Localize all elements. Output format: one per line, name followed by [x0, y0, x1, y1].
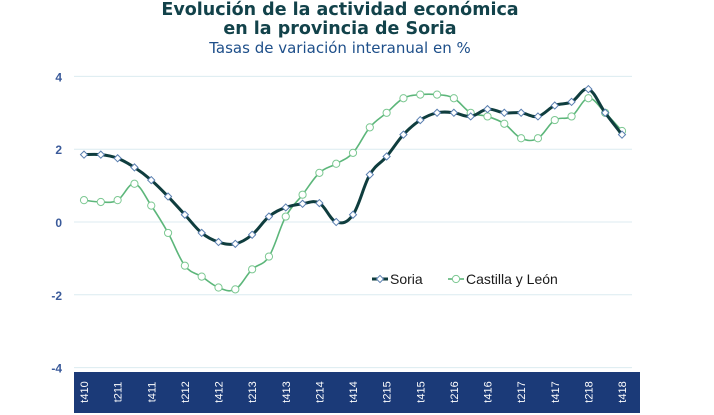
data-point	[147, 175, 156, 185]
data-point	[180, 210, 190, 219]
y-tick-label: 2	[55, 143, 62, 157]
x-tick-label: t413	[281, 381, 293, 402]
x-tick-label: t218	[583, 381, 595, 402]
data-point	[214, 283, 223, 292]
data-point	[567, 97, 576, 107]
data-point	[281, 203, 290, 212]
data-point	[332, 159, 341, 168]
x-tick-label: t412	[214, 381, 226, 402]
data-point	[382, 152, 391, 161]
chart-title: Evolución de la actividad económica	[161, 0, 519, 20]
data-point	[600, 108, 610, 118]
x-tick-label: t411	[146, 382, 158, 403]
data-point	[180, 261, 189, 270]
data-point	[399, 130, 408, 139]
data-point	[516, 108, 526, 118]
x-tick-label: t215	[382, 381, 394, 402]
data-point	[348, 148, 358, 157]
data-point	[365, 170, 375, 179]
legend-marker	[451, 274, 461, 284]
data-point	[197, 228, 206, 238]
data-point	[432, 90, 442, 99]
data-point	[533, 112, 543, 121]
y-tick-label: -2	[51, 289, 62, 303]
data-point	[231, 239, 240, 249]
data-point	[96, 150, 106, 159]
data-point	[449, 108, 459, 118]
data-point	[231, 285, 240, 294]
data-point	[248, 265, 257, 274]
series-soria	[79, 84, 627, 249]
data-point	[584, 94, 593, 103]
x-tick-label: t418	[617, 381, 629, 402]
x-tick-label: t216	[449, 381, 461, 402]
x-tick-label: t217	[516, 381, 528, 402]
chart-title-line2: en la provincia de Soria	[223, 19, 457, 39]
chart-subtitle: Tasas de variación interanual en %	[209, 39, 471, 57]
data-point	[584, 84, 593, 94]
x-tick-label: t214	[314, 381, 326, 402]
data-point	[163, 228, 173, 238]
data-point	[500, 119, 509, 128]
data-point	[113, 154, 122, 163]
x-tick-label: t414	[348, 381, 360, 402]
data-point	[500, 108, 509, 118]
data-point	[214, 237, 223, 247]
legend-label: Soria	[390, 271, 423, 287]
data-point	[550, 101, 559, 110]
data-point	[130, 179, 139, 188]
data-point	[483, 104, 492, 114]
data-point	[550, 115, 559, 125]
data-point	[449, 94, 458, 103]
legend-label: Castilla y León	[466, 271, 558, 287]
x-axis-band	[74, 372, 640, 413]
data-point	[533, 134, 543, 143]
series-castilla-y-leon	[79, 90, 627, 294]
y-tick-label: -4	[51, 362, 62, 376]
x-tick-label: t417	[550, 381, 562, 402]
y-tick-label: 0	[55, 216, 62, 230]
data-point	[483, 112, 492, 121]
legend-marker	[375, 274, 385, 284]
x-tick-label: t416	[483, 381, 495, 402]
data-point	[382, 108, 391, 117]
data-point	[163, 192, 173, 201]
data-point	[96, 197, 105, 207]
data-point	[147, 201, 156, 210]
data-point	[416, 115, 425, 125]
data-point	[113, 196, 122, 205]
data-point	[298, 199, 307, 209]
data-point	[617, 130, 627, 139]
x-tick-label: t415	[415, 381, 427, 402]
y-tick-label: 4	[55, 70, 62, 84]
data-point	[567, 112, 576, 121]
x-tick-label: t212	[180, 381, 192, 402]
data-point	[331, 217, 341, 227]
data-point	[79, 150, 89, 159]
data-point	[264, 252, 274, 261]
data-point	[399, 94, 408, 103]
data-point	[298, 190, 307, 199]
legend: Soria Castilla y León	[372, 271, 558, 287]
data-point	[197, 272, 206, 281]
x-tick-label: t211	[113, 382, 125, 403]
data-point	[130, 163, 139, 172]
data-point	[247, 230, 257, 239]
data-point	[365, 123, 374, 132]
data-point	[315, 168, 324, 177]
data-point	[348, 210, 358, 219]
data-point	[517, 134, 526, 143]
data-point	[79, 196, 89, 205]
data-point	[315, 198, 324, 208]
x-tick-label: t213	[247, 381, 259, 402]
data-point	[466, 112, 475, 121]
data-point	[264, 212, 274, 221]
x-tick-label: t410	[79, 381, 91, 402]
data-point	[281, 212, 290, 221]
series-line	[83, 87, 624, 246]
data-point	[416, 90, 425, 99]
data-point	[432, 108, 442, 118]
